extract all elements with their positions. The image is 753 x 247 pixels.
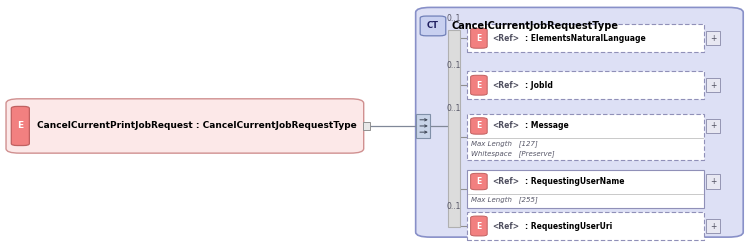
Text: +: +	[710, 34, 716, 43]
FancyBboxPatch shape	[467, 114, 704, 160]
Text: E: E	[477, 222, 481, 230]
FancyBboxPatch shape	[448, 30, 460, 227]
Text: 0..1: 0..1	[447, 202, 462, 210]
FancyBboxPatch shape	[471, 118, 487, 134]
FancyBboxPatch shape	[467, 71, 704, 99]
FancyBboxPatch shape	[471, 28, 487, 48]
FancyBboxPatch shape	[471, 75, 487, 95]
Text: Max Length   [127]: Max Length [127]	[471, 140, 538, 147]
Text: : RequestingUserName: : RequestingUserName	[525, 177, 624, 186]
FancyBboxPatch shape	[416, 114, 430, 138]
FancyBboxPatch shape	[467, 212, 704, 240]
Text: +: +	[710, 222, 716, 230]
FancyBboxPatch shape	[467, 170, 704, 208]
Text: <Ref>: <Ref>	[492, 34, 520, 43]
Text: CT: CT	[427, 21, 439, 30]
Text: +: +	[710, 122, 716, 130]
Text: E: E	[477, 81, 481, 90]
Text: E: E	[477, 122, 481, 130]
Text: 0..1: 0..1	[447, 14, 462, 23]
Text: +: +	[710, 81, 716, 90]
FancyBboxPatch shape	[706, 31, 720, 45]
Text: E: E	[477, 177, 481, 186]
FancyBboxPatch shape	[416, 7, 743, 237]
FancyBboxPatch shape	[471, 216, 487, 236]
Text: 0..1: 0..1	[447, 61, 462, 70]
Text: CancelCurrentPrintJobRequest : CancelCurrentJobRequestType: CancelCurrentPrintJobRequest : CancelCur…	[37, 122, 357, 130]
FancyBboxPatch shape	[706, 219, 720, 233]
Text: <Ref>: <Ref>	[492, 81, 520, 90]
FancyBboxPatch shape	[6, 99, 364, 153]
FancyBboxPatch shape	[706, 78, 720, 92]
FancyBboxPatch shape	[420, 16, 446, 36]
Text: E: E	[17, 122, 23, 130]
Text: : Message: : Message	[525, 122, 569, 130]
Text: CancelCurrentJobRequestType: CancelCurrentJobRequestType	[451, 21, 618, 31]
Text: : RequestingUserUri: : RequestingUserUri	[525, 222, 612, 230]
Text: : JobId: : JobId	[525, 81, 553, 90]
FancyBboxPatch shape	[467, 24, 704, 53]
FancyBboxPatch shape	[471, 173, 487, 190]
Text: <Ref>: <Ref>	[492, 222, 520, 230]
FancyBboxPatch shape	[706, 119, 720, 133]
FancyBboxPatch shape	[363, 122, 370, 130]
FancyBboxPatch shape	[706, 174, 720, 189]
FancyBboxPatch shape	[11, 106, 29, 145]
Text: <Ref>: <Ref>	[492, 177, 520, 186]
Text: : ElementsNaturalLanguage: : ElementsNaturalLanguage	[525, 34, 645, 43]
Text: 0..1: 0..1	[447, 104, 462, 113]
Text: Whitespace   [Preserve]: Whitespace [Preserve]	[471, 150, 555, 157]
Text: <Ref>: <Ref>	[492, 122, 520, 130]
Text: Max Length   [255]: Max Length [255]	[471, 196, 538, 203]
Text: E: E	[477, 34, 481, 43]
Text: +: +	[710, 177, 716, 186]
